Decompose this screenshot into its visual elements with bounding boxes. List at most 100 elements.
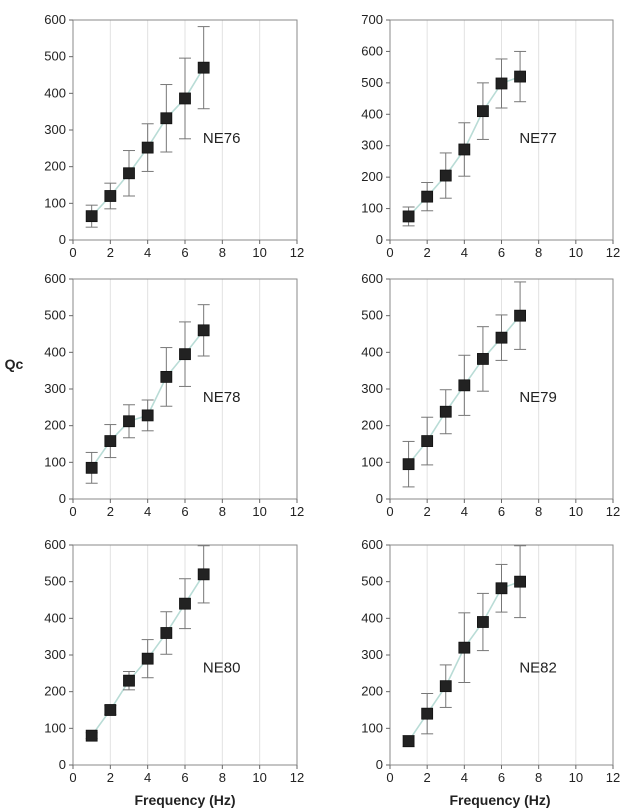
y-tick-label: 400	[361, 106, 383, 121]
data-point	[458, 143, 471, 156]
x-tick-label: 10	[252, 245, 266, 260]
x-tick-label: 4	[461, 504, 468, 519]
panel-ne82: 0 2 4 6 8 10 12 0 100 200 300 400 500 600 NE82	[361, 537, 620, 785]
x-tick-label: 6	[181, 770, 188, 785]
data-point	[495, 331, 508, 344]
panel-ne80: 0 2 4 6 8 10 12 0 100 200 300 400 500 600 NE80	[44, 537, 304, 785]
x-tick-label: 4	[461, 770, 468, 785]
y-tick-label: 200	[44, 159, 66, 174]
x-tick-label: 2	[424, 245, 431, 260]
y-tick-label: 100	[44, 720, 66, 735]
x-tick-label: 0	[69, 504, 76, 519]
x-tick-label: 2	[424, 504, 431, 519]
y-tick-label: 500	[361, 574, 383, 589]
data-point	[439, 405, 452, 418]
data-point	[123, 167, 135, 180]
data-point	[85, 729, 98, 742]
y-tick-label: 500	[44, 49, 66, 64]
x-tick-label: 12	[606, 245, 620, 260]
data-point	[439, 680, 452, 693]
x-tick-label: 6	[498, 504, 505, 519]
x-tick-label: 12	[290, 245, 304, 260]
y-tick-label: 300	[44, 381, 66, 396]
y-tick-label: 200	[361, 684, 383, 699]
y-tick-label: 200	[361, 169, 383, 184]
y-axis-label: Qc	[5, 356, 24, 372]
panel-ne78: 0 2 4 6 8 10 12 0 100 200 300 400 500 600 NE78	[44, 271, 304, 519]
x-tick-label: 0	[386, 245, 393, 260]
data-point	[439, 169, 452, 182]
data-point	[514, 70, 526, 83]
x-tick-label: 6	[498, 770, 505, 785]
x-tick-label: 12	[606, 504, 620, 519]
y-tick-label: 300	[44, 122, 66, 137]
x-tick-label: 8	[535, 770, 542, 785]
data-point	[104, 435, 117, 447]
panel-ne77: 0 2 4 6 8 10 12 0 100 200 300 400 500 600 700 NE77	[361, 12, 620, 260]
y-tick-label: 0	[376, 757, 383, 772]
y-tick-label: 500	[44, 308, 66, 323]
x-tick-label: 2	[107, 770, 114, 785]
y-tick-label: 100	[361, 454, 383, 469]
data-point	[197, 324, 210, 337]
x-tick-label: 8	[219, 770, 226, 785]
x-tick-label: 8	[535, 504, 542, 519]
y-tick-label: 200	[44, 418, 66, 433]
y-tick-label: 0	[59, 232, 66, 247]
y-tick-label: 400	[44, 610, 66, 625]
y-tick-label: 500	[44, 574, 66, 589]
y-tick-label: 600	[361, 43, 383, 58]
data-point	[477, 353, 489, 365]
x-tick-label: 10	[569, 504, 583, 519]
y-tick-label: 600	[44, 537, 66, 552]
x-tick-label: 2	[107, 245, 114, 260]
x-tick-label: 4	[461, 245, 468, 260]
data-point	[495, 582, 508, 595]
x-tick-label: 8	[535, 245, 542, 260]
x-tick-label: 6	[181, 504, 188, 519]
y-tick-label: 0	[376, 232, 383, 247]
x-tick-label: 10	[569, 770, 583, 785]
x-tick-label: 12	[290, 504, 304, 519]
data-point	[421, 707, 434, 720]
x-tick-label: 12	[606, 770, 620, 785]
x-tick-label: 0	[386, 770, 393, 785]
station-label: NE78	[203, 389, 241, 406]
y-tick-label: 500	[361, 308, 383, 323]
y-tick-label: 0	[59, 491, 66, 506]
data-point	[123, 674, 135, 687]
y-tick-label: 300	[361, 138, 383, 153]
panel-ne79: 0 2 4 6 8 10 12 0 100 200 300 400 500 600 NE79	[361, 271, 620, 519]
data-point	[179, 348, 191, 361]
data-point	[421, 435, 434, 447]
data-point	[104, 704, 117, 716]
data-point	[141, 409, 154, 422]
data-point	[197, 568, 210, 581]
y-tick-label: 600	[44, 271, 66, 286]
data-point	[402, 210, 415, 223]
x-tick-label: 4	[144, 770, 151, 785]
station-label: NE80	[203, 660, 241, 677]
x-axis-label-left: Frequency (Hz)	[134, 792, 235, 808]
station-label: NE79	[519, 389, 557, 406]
data-point	[85, 461, 98, 474]
y-tick-label: 400	[44, 344, 66, 359]
x-tick-label: 10	[252, 770, 266, 785]
y-tick-label: 0	[59, 757, 66, 772]
x-tick-label: 0	[386, 504, 393, 519]
x-tick-label: 2	[107, 504, 114, 519]
data-point	[477, 105, 489, 118]
y-tick-label: 400	[361, 344, 383, 359]
x-tick-label: 10	[569, 245, 583, 260]
y-tick-label: 0	[376, 491, 383, 506]
data-point	[160, 627, 173, 639]
y-tick-label: 100	[361, 720, 383, 735]
x-tick-label: 0	[69, 245, 76, 260]
data-point	[458, 379, 471, 392]
x-axis-label-right: Frequency (Hz)	[449, 792, 550, 808]
data-point	[197, 61, 210, 74]
data-point	[141, 652, 154, 665]
data-point	[495, 77, 508, 90]
y-tick-label: 300	[361, 381, 383, 396]
x-tick-label: 8	[219, 504, 226, 519]
